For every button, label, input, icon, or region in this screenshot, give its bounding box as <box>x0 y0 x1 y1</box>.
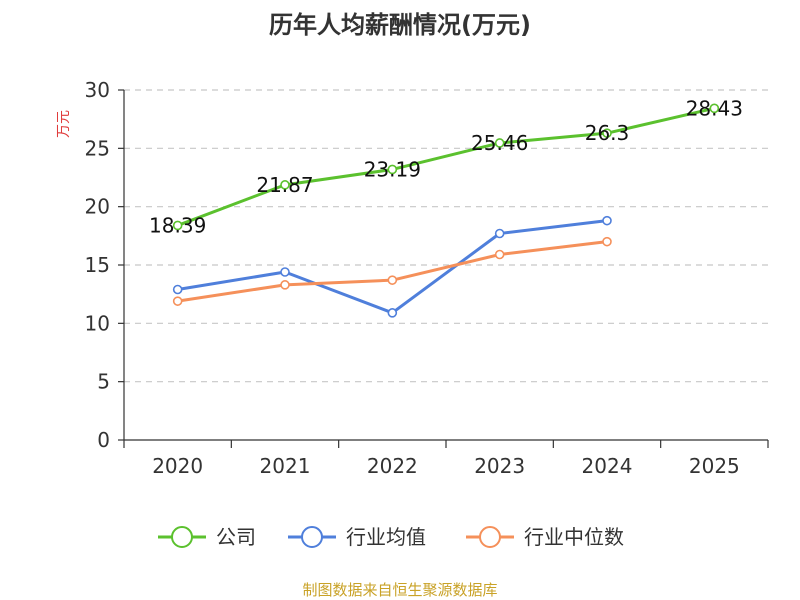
y-tick-label: 15 <box>85 253 110 277</box>
x-tick-label: 2025 <box>689 454 740 478</box>
y-tick-label: 20 <box>85 195 110 219</box>
series-line <box>177 106 715 227</box>
legend-marker <box>301 526 323 548</box>
legend-item: 公司 <box>158 525 256 549</box>
data-point <box>280 180 290 190</box>
x-tick-label: 2020 <box>152 454 203 478</box>
data-point <box>602 215 612 226</box>
data-point <box>494 228 505 239</box>
data-point <box>387 275 398 285</box>
series-lines <box>172 103 720 318</box>
series-line <box>177 240 608 303</box>
data-point <box>387 308 398 318</box>
legend-label: 行业中位数 <box>524 525 624 549</box>
y-tick-label: 30 <box>85 78 110 102</box>
data-point <box>494 249 505 260</box>
x-tick-label: 2022 <box>367 454 418 478</box>
x-tick-label: 2024 <box>582 454 633 478</box>
data-label: 26.3 <box>585 121 630 145</box>
data-point <box>602 236 612 247</box>
data-label: 18.39 <box>149 213 206 237</box>
data-label: 28.43 <box>686 96 743 120</box>
legend-marker <box>171 526 193 548</box>
y-tick-label: 5 <box>97 370 110 394</box>
data-label: 25.46 <box>471 131 528 155</box>
y-axis-label: 万元 <box>56 110 72 138</box>
legend-marker <box>479 526 501 548</box>
chart-title: 历年人均薪酬情况(万元) <box>269 11 531 39</box>
data-point <box>280 280 290 290</box>
x-tick-label: 2021 <box>260 454 311 478</box>
gridlines <box>124 89 768 383</box>
data-point <box>602 128 612 138</box>
legend-label: 公司 <box>216 525 256 549</box>
y-tick-label: 0 <box>97 428 110 452</box>
data-point <box>280 267 290 277</box>
data-point <box>172 220 183 231</box>
data-point <box>494 138 505 148</box>
data-point <box>172 284 183 295</box>
y-tick-label: 25 <box>85 136 110 160</box>
data-label: 23.19 <box>364 157 421 181</box>
legend: 公司 行业均值 行业中位数 <box>158 525 624 549</box>
legend-item: 行业均值 <box>288 525 426 549</box>
x-tick-label: 2023 <box>474 454 525 478</box>
data-labels: 18.39 21.87 23.19 25.46 26.3 28.43 <box>149 96 743 237</box>
legend-item: 行业中位数 <box>466 525 624 549</box>
data-point <box>709 103 720 114</box>
series-line <box>177 219 608 315</box>
source-note: 制图数据来自恒生聚源数据库 <box>302 581 497 599</box>
data-point <box>387 164 398 175</box>
y-tick-label: 10 <box>85 311 110 335</box>
data-point <box>172 296 183 306</box>
data-label: 21.87 <box>256 173 313 197</box>
legend-label: 行业均值 <box>346 525 426 549</box>
